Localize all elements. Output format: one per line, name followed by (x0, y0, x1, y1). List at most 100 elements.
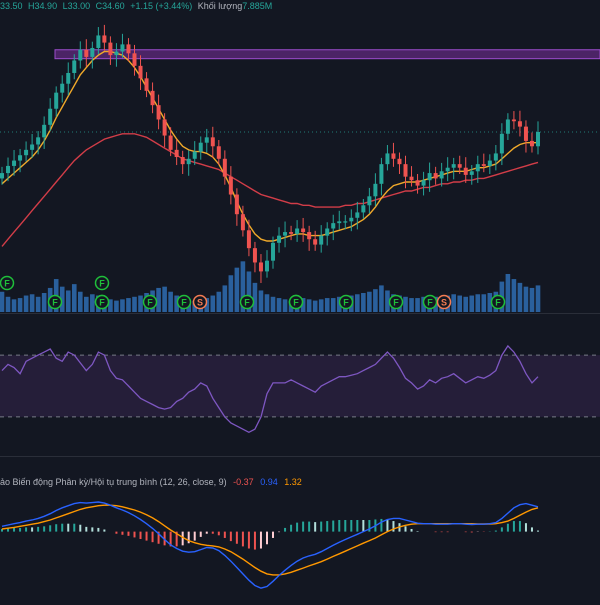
candle (439, 162, 444, 187)
candle-body (355, 212, 360, 218)
candle-body (186, 158, 191, 165)
candle-body (258, 262, 263, 272)
candle-body (54, 92, 59, 109)
candle-body (283, 232, 288, 236)
volume-bar (276, 298, 282, 312)
volume-bar (318, 299, 324, 312)
candle-body (216, 146, 221, 159)
candle-body (30, 144, 35, 150)
volume-bar (65, 290, 71, 312)
candle-body (367, 196, 372, 206)
pane-divider-macd[interactable] (0, 456, 600, 457)
candle-body (463, 167, 468, 175)
candle-body (451, 164, 456, 168)
candle (54, 86, 59, 117)
moving-average-layer (1, 50, 539, 247)
ma-slow-line (1, 133, 539, 247)
candle-body (325, 228, 330, 236)
candle-body (469, 171, 474, 175)
candle-body (505, 119, 510, 134)
candle-body (391, 153, 396, 159)
candle-body (108, 42, 113, 56)
candle (493, 145, 498, 171)
marker-f: F (422, 294, 438, 310)
volume-bar (282, 299, 288, 312)
candle (30, 133, 35, 158)
candle-body (90, 47, 95, 57)
marker-label: F (147, 298, 153, 308)
candle-body (18, 155, 23, 161)
candle (415, 173, 420, 194)
volume-layer (0, 261, 541, 312)
volume-bar (312, 300, 318, 312)
candle-body (42, 124, 47, 138)
candle (222, 150, 227, 185)
candle (18, 148, 23, 173)
candle (132, 44, 137, 76)
marker-circle (388, 294, 404, 310)
candle-body (277, 235, 282, 243)
pane-divider-rsi[interactable] (0, 313, 600, 314)
volume-bar (108, 299, 113, 312)
candle-body (397, 158, 402, 165)
candle-body (493, 153, 498, 161)
volume-bar (475, 294, 481, 312)
marker-f: F (490, 294, 506, 310)
candle (168, 127, 173, 157)
marker-label: F (393, 298, 399, 308)
macd-layer (1, 501, 539, 589)
volume-bar (457, 295, 463, 312)
volume-bar (228, 275, 234, 312)
macd-title: ảo Biến động Phân kỳ/Hội tụ trung bình (… (0, 477, 227, 487)
candle-body (12, 160, 17, 166)
candle (529, 132, 534, 153)
marker-f: F (0, 275, 15, 291)
candle-body (24, 149, 29, 156)
volume-bar (234, 267, 240, 312)
volume-bar (210, 295, 216, 312)
volume-bar (23, 295, 29, 312)
candle (78, 41, 83, 69)
marker-f: F (239, 294, 255, 310)
macd-line (1, 501, 539, 589)
candle-body (204, 137, 209, 143)
volume-bar (258, 290, 264, 312)
candle-body (78, 49, 83, 61)
volume-bar (11, 299, 17, 312)
marker-f: F (288, 294, 304, 310)
candle (102, 24, 107, 51)
candle (325, 222, 330, 246)
candle (505, 113, 510, 141)
candle (258, 254, 263, 284)
candle-body (144, 78, 149, 91)
volume-bar (240, 261, 246, 312)
marker-label: F (99, 279, 105, 289)
resistance-zone (54, 49, 600, 60)
candle-body (36, 137, 41, 145)
candle (481, 153, 486, 173)
volume-bar (138, 295, 143, 312)
candle (457, 155, 462, 174)
candle (397, 152, 402, 174)
candle (403, 155, 408, 189)
candle-body (433, 173, 438, 179)
volume-bar (535, 285, 541, 312)
macd-legend: ảo Biến động Phân kỳ/Hội tụ trung bình (… (0, 476, 306, 488)
volume-bar (324, 298, 330, 312)
candle (355, 201, 360, 230)
ma-fast-line (1, 50, 538, 242)
candle-body (481, 164, 486, 166)
candle-body (198, 142, 203, 152)
marker-s: S (192, 294, 208, 310)
marker-label: F (343, 298, 349, 308)
candle (72, 54, 77, 80)
candle-body (228, 176, 233, 195)
candle (150, 82, 155, 114)
candle (367, 187, 372, 214)
macd-signal-value: 1.32 (284, 477, 302, 487)
candle (499, 123, 504, 166)
volume-bar (126, 298, 131, 312)
candle (210, 126, 215, 158)
